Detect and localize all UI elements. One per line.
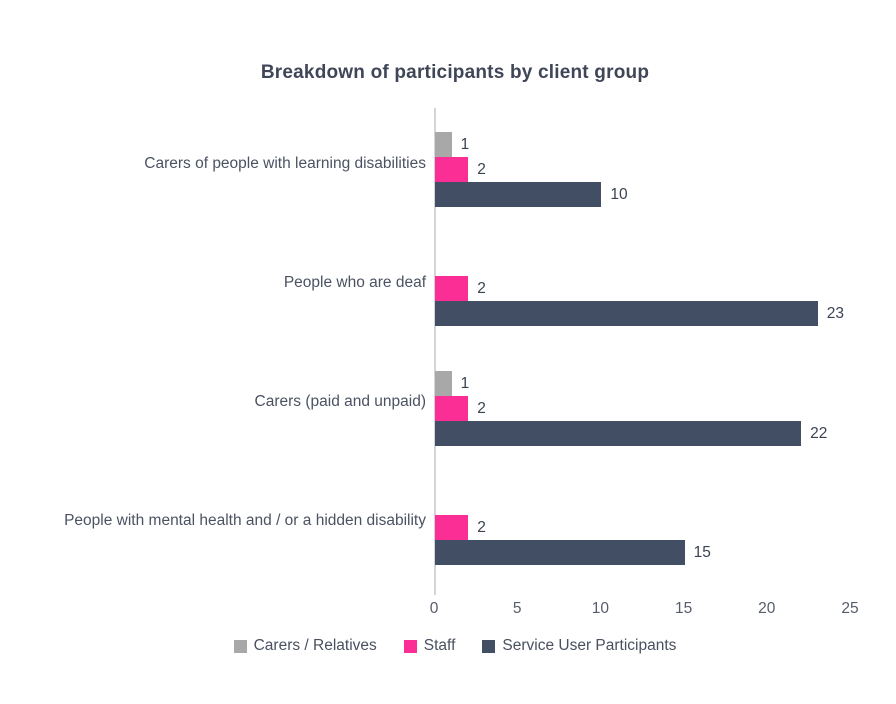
legend-swatch-icon [403, 639, 417, 653]
bar-carers-relatives-0 [435, 132, 452, 158]
bar-staff-3 [435, 514, 469, 540]
bar-value-service-user-participants-1: 23 [826, 305, 844, 323]
bar-staff-1 [435, 276, 469, 302]
bar-value-carers-relatives-2: 1 [460, 374, 470, 392]
bar-value-carers-relatives-0: 1 [460, 136, 470, 154]
legend-swatch-icon [233, 639, 247, 653]
category-label-carers-of-people-with-learning: Carers of people with learning disabilit… [144, 154, 426, 172]
legend: Carers / Relatives Staff Service User Part… [0, 637, 896, 655]
bar-value-staff-1: 2 [477, 280, 486, 298]
legend-item-service-user-participants: Service User Participants [482, 637, 676, 655]
bar-service-user-participants-3 [435, 539, 685, 565]
chart-title: Breakdown of participants by client grou… [260, 62, 650, 83]
bar-value-service-user-participants-3: 15 [693, 543, 711, 561]
bar-value-staff-0: 2 [477, 161, 486, 179]
legend-label: Service User Participants [502, 637, 677, 654]
bar-value-service-user-participants-2: 22 [810, 424, 828, 442]
bar-value-staff-3: 2 [477, 518, 486, 536]
x-tick-25: 25 [841, 600, 859, 617]
legend-item-staff: Staff [403, 637, 456, 655]
x-tick-15: 15 [674, 600, 693, 617]
x-tick-5: 5 [512, 600, 522, 617]
category-label-carers-paid-and-unpaid: Carers (paid and unpaid) [254, 393, 426, 411]
x-tick-0: 0 [429, 600, 439, 617]
bar-value-service-user-participants-0: 10 [610, 186, 628, 204]
legend-swatch-icon [482, 639, 496, 653]
x-tick-10: 10 [591, 600, 610, 617]
bar-service-user-participants-1 [435, 301, 818, 327]
bar-staff-2 [435, 395, 469, 421]
category-axis-line [434, 108, 436, 595]
bar-staff-0 [435, 157, 469, 183]
legend-label: Carers / Relatives [253, 637, 377, 654]
x-tick-20: 20 [758, 600, 776, 617]
category-label-people-who-are-deaf: People who are deaf [283, 273, 426, 291]
bar-service-user-participants-0 [435, 182, 602, 208]
bar-carers-relatives-2 [435, 370, 452, 396]
category-label-people-with-mental-health-and-: People with mental health and / or a hid… [64, 512, 426, 530]
bar-value-staff-2: 2 [477, 399, 486, 417]
legend-item-carers-relatives: Carers / Relatives [233, 637, 377, 655]
legend-label: Staff [423, 637, 456, 654]
bar-service-user-participants-2 [435, 420, 802, 446]
